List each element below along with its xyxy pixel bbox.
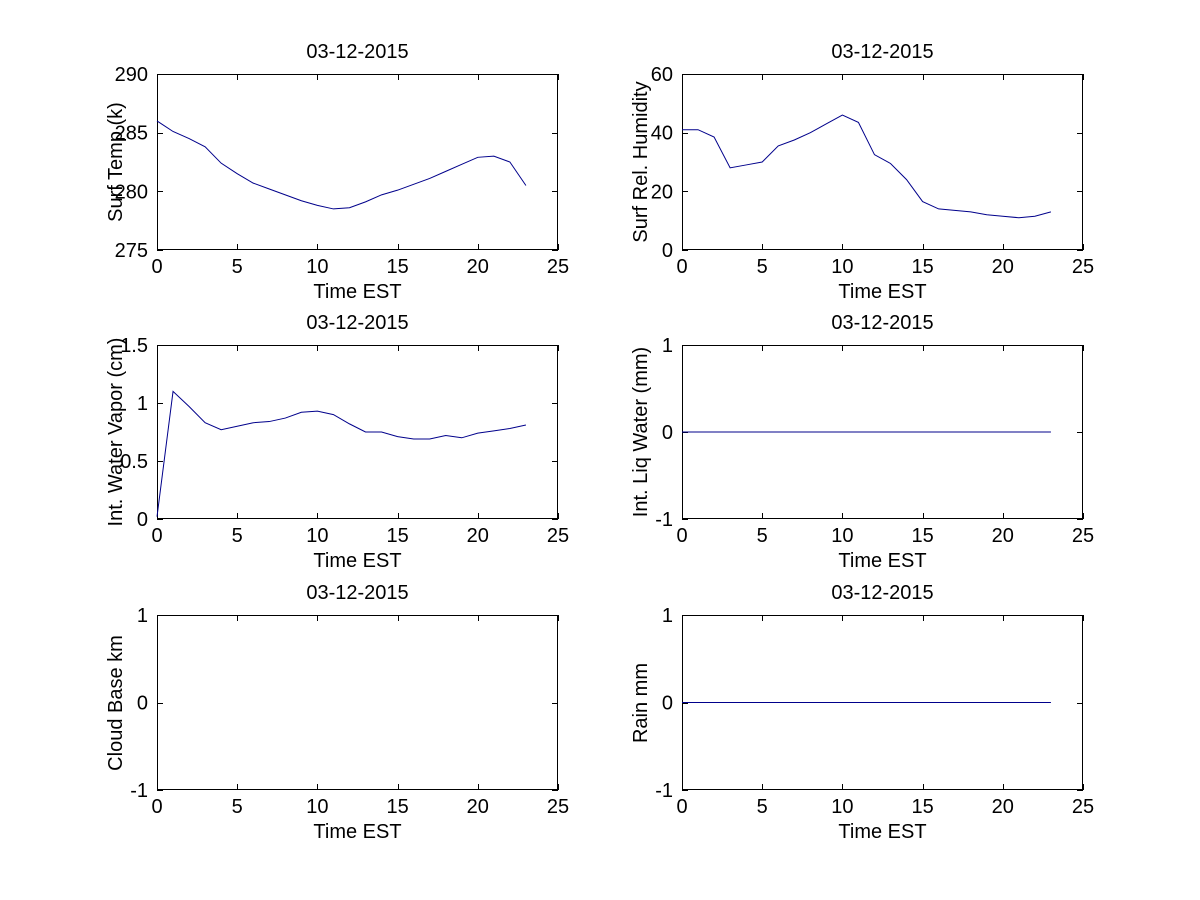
svg-text:40: 40 [651, 123, 673, 145]
y-axis-label: Int. Water Vapor (cm) [105, 337, 127, 527]
svg-text:-1: -1 [655, 509, 673, 531]
x-axis-label: Time EST [313, 550, 402, 572]
svg-text:1: 1 [137, 605, 148, 627]
svg-text:10: 10 [831, 796, 853, 818]
svg-text:20: 20 [651, 181, 673, 203]
svg-text:15: 15 [911, 796, 933, 818]
svg-text:1: 1 [662, 335, 673, 357]
y-axis-label: Surf Temp (k) [105, 102, 127, 222]
svg-text:5: 5 [757, 525, 768, 547]
svg-text:-1: -1 [130, 780, 148, 802]
subplot-surf-rel-humidity: 03-12-2015 Surf Rel. Humidity 0 5 10 15 20 25… [630, 41, 1094, 303]
svg-text:25: 25 [1072, 525, 1094, 547]
svg-text:280: 280 [115, 181, 148, 203]
svg-text:5: 5 [757, 256, 768, 278]
plot-area: 0 5 10 15 20 25 275 280 285 290 [115, 64, 570, 278]
svg-text:60: 60 [651, 64, 673, 86]
subplot-title: 03-12-2015 [831, 312, 934, 334]
svg-text:10: 10 [306, 525, 328, 547]
svg-text:15: 15 [911, 525, 933, 547]
svg-text:0: 0 [151, 525, 162, 547]
x-axis-label: Time EST [838, 281, 927, 303]
svg-text:1: 1 [662, 605, 673, 627]
subplot-cloud-base: 03-12-2015 Cloud Base km 0 5 10 15 20 25 -1 0 1 … [105, 582, 569, 843]
svg-text:-1: -1 [655, 780, 673, 802]
plot-area: 0 5 10 15 20 25-101 [130, 605, 569, 818]
svg-text:0: 0 [676, 256, 687, 278]
svg-text:25: 25 [547, 525, 569, 547]
plot-area: 0 5 10 15 20 25 0 20 40 60 [651, 64, 1094, 278]
y-axis-label: Surf Rel. Humidity [630, 81, 652, 243]
svg-text:5: 5 [232, 256, 243, 278]
svg-text:1: 1 [137, 393, 148, 415]
svg-text:20: 20 [467, 256, 489, 278]
x-axis-label: Time EST [313, 821, 402, 843]
svg-text:1.5: 1.5 [120, 335, 148, 357]
plot-area: 0 5 10 15 20 25-101 [655, 605, 1094, 818]
plot-area: 0 5 10 15 20 25 0 0.5 1 1.5 [120, 335, 569, 547]
subplot-title: 03-12-2015 [306, 312, 409, 334]
subplot-title: 03-12-2015 [306, 41, 409, 63]
svg-text:10: 10 [306, 796, 328, 818]
svg-text:25: 25 [1072, 256, 1094, 278]
svg-text:0: 0 [137, 693, 148, 715]
subplot-surf-temp: 03-12-2015 Surf Temp (k) 0 5 10 15 20 25 275 28… [105, 41, 570, 303]
svg-text:10: 10 [306, 256, 328, 278]
subplot-int-water-vapor: 03-12-2015 Int. Water Vapor (cm) 0 5 10 15 2… [105, 312, 569, 572]
subplot-title: 03-12-2015 [831, 41, 934, 63]
svg-text:15: 15 [386, 525, 408, 547]
x-axis-label: Time EST [838, 550, 927, 572]
svg-text:0: 0 [151, 256, 162, 278]
svg-text:0: 0 [676, 796, 687, 818]
svg-text:5: 5 [232, 525, 243, 547]
svg-text:20: 20 [992, 256, 1014, 278]
y-axis-label: Cloud Base km [105, 634, 127, 771]
svg-text:285: 285 [115, 123, 148, 145]
svg-text:15: 15 [911, 256, 933, 278]
plot-area: 0 5 10 15 20 25-101 [655, 335, 1094, 547]
svg-text:20: 20 [467, 525, 489, 547]
svg-text:15: 15 [386, 796, 408, 818]
svg-text:275: 275 [115, 240, 148, 262]
subplot-title: 03-12-2015 [306, 582, 409, 604]
svg-text:20: 20 [467, 796, 489, 818]
y-axis-label: Int. Liq Water (mm) [630, 346, 652, 518]
subplot-int-liq-water: 03-12-2015 Int. Liq Water (mm) 0 5 10 15 20 2… [630, 312, 1094, 572]
x-axis-label: Time EST [838, 821, 927, 843]
svg-text:0: 0 [662, 240, 673, 262]
svg-text:25: 25 [547, 256, 569, 278]
svg-text:0: 0 [662, 422, 673, 444]
y-axis-label: Rain mm [630, 662, 652, 743]
svg-text:0: 0 [662, 693, 673, 715]
subplot-title: 03-12-2015 [831, 582, 934, 604]
svg-text:0: 0 [676, 525, 687, 547]
svg-text:20: 20 [992, 525, 1014, 547]
svg-text:5: 5 [232, 796, 243, 818]
x-axis-label: Time EST [313, 281, 402, 303]
svg-text:0: 0 [137, 509, 148, 531]
svg-text:10: 10 [831, 525, 853, 547]
svg-text:20: 20 [992, 796, 1014, 818]
svg-text:290: 290 [115, 64, 148, 86]
svg-text:0.5: 0.5 [120, 451, 148, 473]
svg-text:25: 25 [1072, 796, 1094, 818]
svg-text:10: 10 [831, 256, 853, 278]
svg-text:15: 15 [386, 256, 408, 278]
svg-text:5: 5 [757, 796, 768, 818]
svg-text:0: 0 [151, 796, 162, 818]
svg-text:25: 25 [547, 796, 569, 818]
subplot-rain: 03-12-2015 Rain mm 0 5 10 15 20 25 -1 0 1 Time E… [630, 582, 1094, 843]
